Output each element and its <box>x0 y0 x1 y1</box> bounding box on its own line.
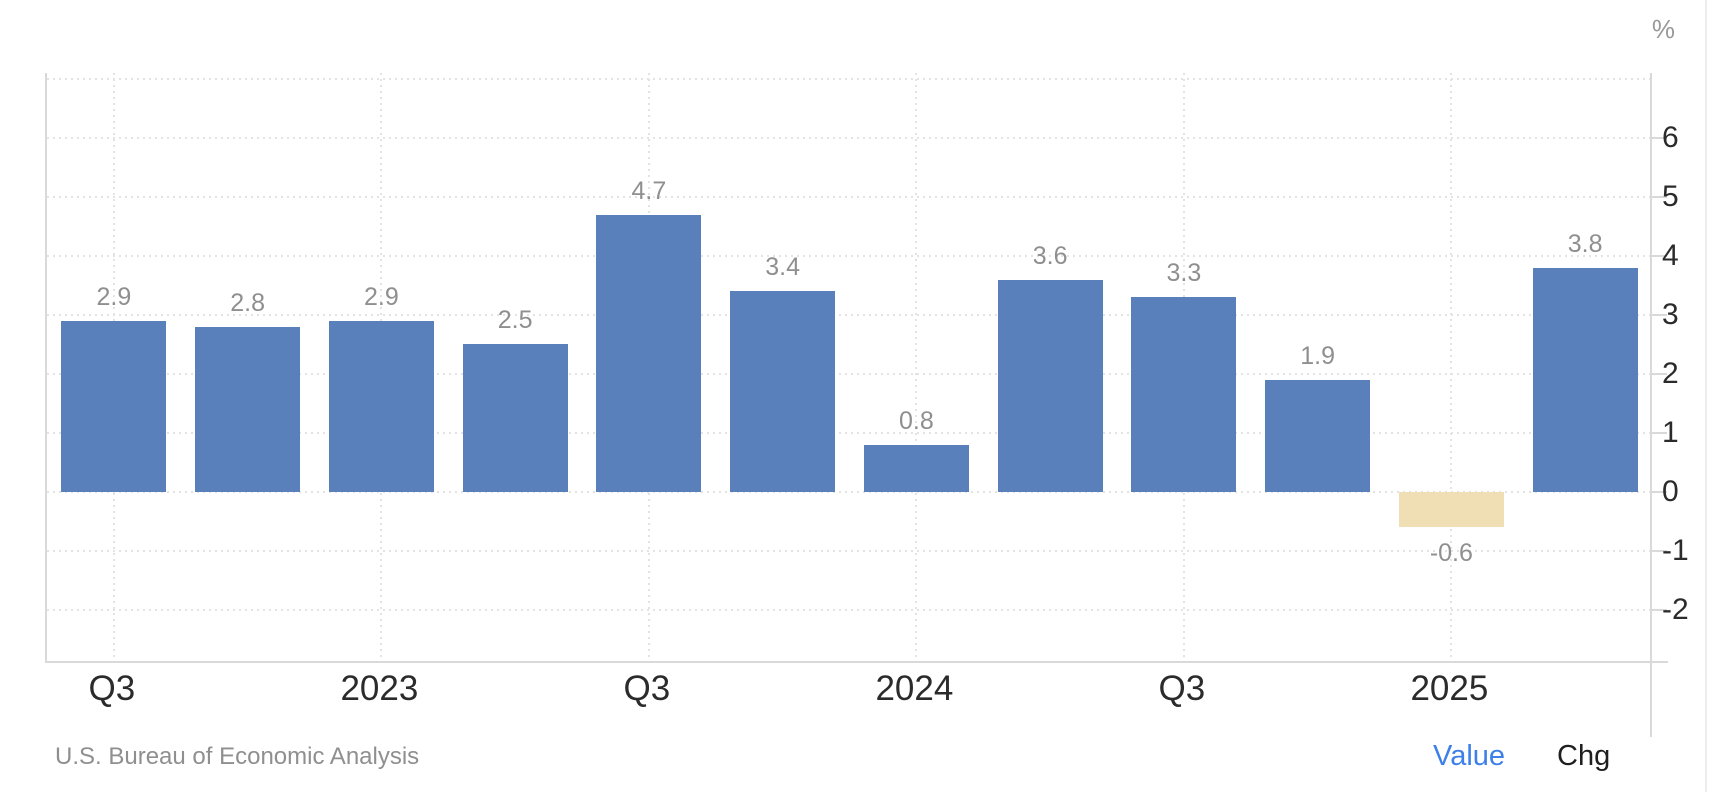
y-axis-tick-label: 5 <box>1662 179 1679 213</box>
x-axis-tick-label: 2025 <box>1410 669 1489 708</box>
x-axis-tick-label: Q3 <box>623 669 671 708</box>
h-gridline <box>47 195 1650 198</box>
value-toggle[interactable]: Value <box>1433 740 1506 772</box>
y-axis-tick-mark <box>1650 313 1667 316</box>
y-axis-tick-label: -2 <box>1662 592 1689 626</box>
v-gridline <box>915 73 918 661</box>
chart-bar[interactable] <box>596 214 702 492</box>
y-axis-unit-label: % <box>1651 14 1675 44</box>
chart-bar[interactable] <box>997 279 1103 492</box>
chg-toggle[interactable]: Chg <box>1557 740 1611 772</box>
bar-value-label: 3.8 <box>1567 229 1603 258</box>
bar-value-label: 2.5 <box>497 306 533 335</box>
chart-bar[interactable] <box>328 320 434 492</box>
y-axis-tick-label: 0 <box>1662 474 1679 508</box>
bar-value-label: 3.3 <box>1166 259 1202 288</box>
x-axis-tick-label: Q3 <box>88 669 136 708</box>
h-gridline <box>47 136 1650 139</box>
y-axis-tick-label: 3 <box>1662 297 1679 331</box>
bar-value-label: 1.9 <box>1300 341 1335 370</box>
y-axis-tick-mark <box>1650 195 1667 198</box>
chart-bar[interactable] <box>1131 297 1237 492</box>
h-gridline <box>47 608 1650 611</box>
chart-bar[interactable] <box>61 320 167 492</box>
bar-value-label: 3.4 <box>765 253 800 282</box>
y-axis-tick-mark <box>1650 136 1667 139</box>
v-gridline <box>1450 73 1453 661</box>
source-attribution: U.S. Bureau of Economic Analysis <box>55 743 420 770</box>
y-axis-tick-mark <box>1650 549 1667 552</box>
chart-bar[interactable] <box>1265 379 1371 492</box>
y-axis-tick-mark <box>1650 254 1667 257</box>
y-axis-tick-mark <box>1650 608 1667 611</box>
y-axis-tick-label: 6 <box>1662 120 1679 154</box>
bar-value-label: 3.6 <box>1032 241 1068 270</box>
bar-value-label: 4.7 <box>631 176 667 205</box>
bar-value-label: 2.9 <box>96 282 132 311</box>
y-axis-tick-mark <box>1650 372 1667 375</box>
bar-value-label: 2.9 <box>363 282 399 311</box>
h-gridline <box>47 313 1650 316</box>
page-right-border <box>1705 0 1707 792</box>
h-gridline <box>47 431 1650 434</box>
x-axis-tick-label: 2023 <box>340 669 419 708</box>
x-axis-tick-label: 2024 <box>875 669 954 708</box>
x-axis-end-tick <box>1650 661 1668 663</box>
chart-bar-highlighted[interactable] <box>1398 491 1504 528</box>
chart-bar[interactable] <box>195 326 301 492</box>
y-axis-tick-label: 1 <box>1662 415 1679 449</box>
y-axis-tick-label: 4 <box>1662 238 1679 272</box>
h-gridline <box>47 549 1650 552</box>
y-axis-tick-mark <box>1650 431 1667 434</box>
x-axis-tick-label: Q3 <box>1158 669 1206 708</box>
h-gridline <box>47 77 1650 80</box>
chart-bar[interactable] <box>1532 267 1638 492</box>
chart-bar[interactable] <box>863 444 969 492</box>
y-axis-line <box>1650 73 1652 737</box>
y-axis-tick-mark <box>1650 490 1667 493</box>
plot-area: 2.9 2.8 2.9 2.5 4.7 3.4 0.8 3.6 3.3 1.9 -0.6 3.8 <box>45 73 1650 663</box>
bar-value-label: -0.6 <box>1429 539 1473 568</box>
chart-bar[interactable] <box>462 344 568 492</box>
h-gridline <box>47 372 1650 375</box>
bar-value-label: 0.8 <box>898 406 934 435</box>
y-axis-tick-label: 2 <box>1662 356 1679 390</box>
bar-value-label: 2.8 <box>230 288 265 317</box>
h-gridline <box>47 490 1650 493</box>
y-axis-tick-label: -1 <box>1662 533 1689 567</box>
h-gridline <box>47 254 1650 257</box>
chart-bar[interactable] <box>730 291 836 492</box>
